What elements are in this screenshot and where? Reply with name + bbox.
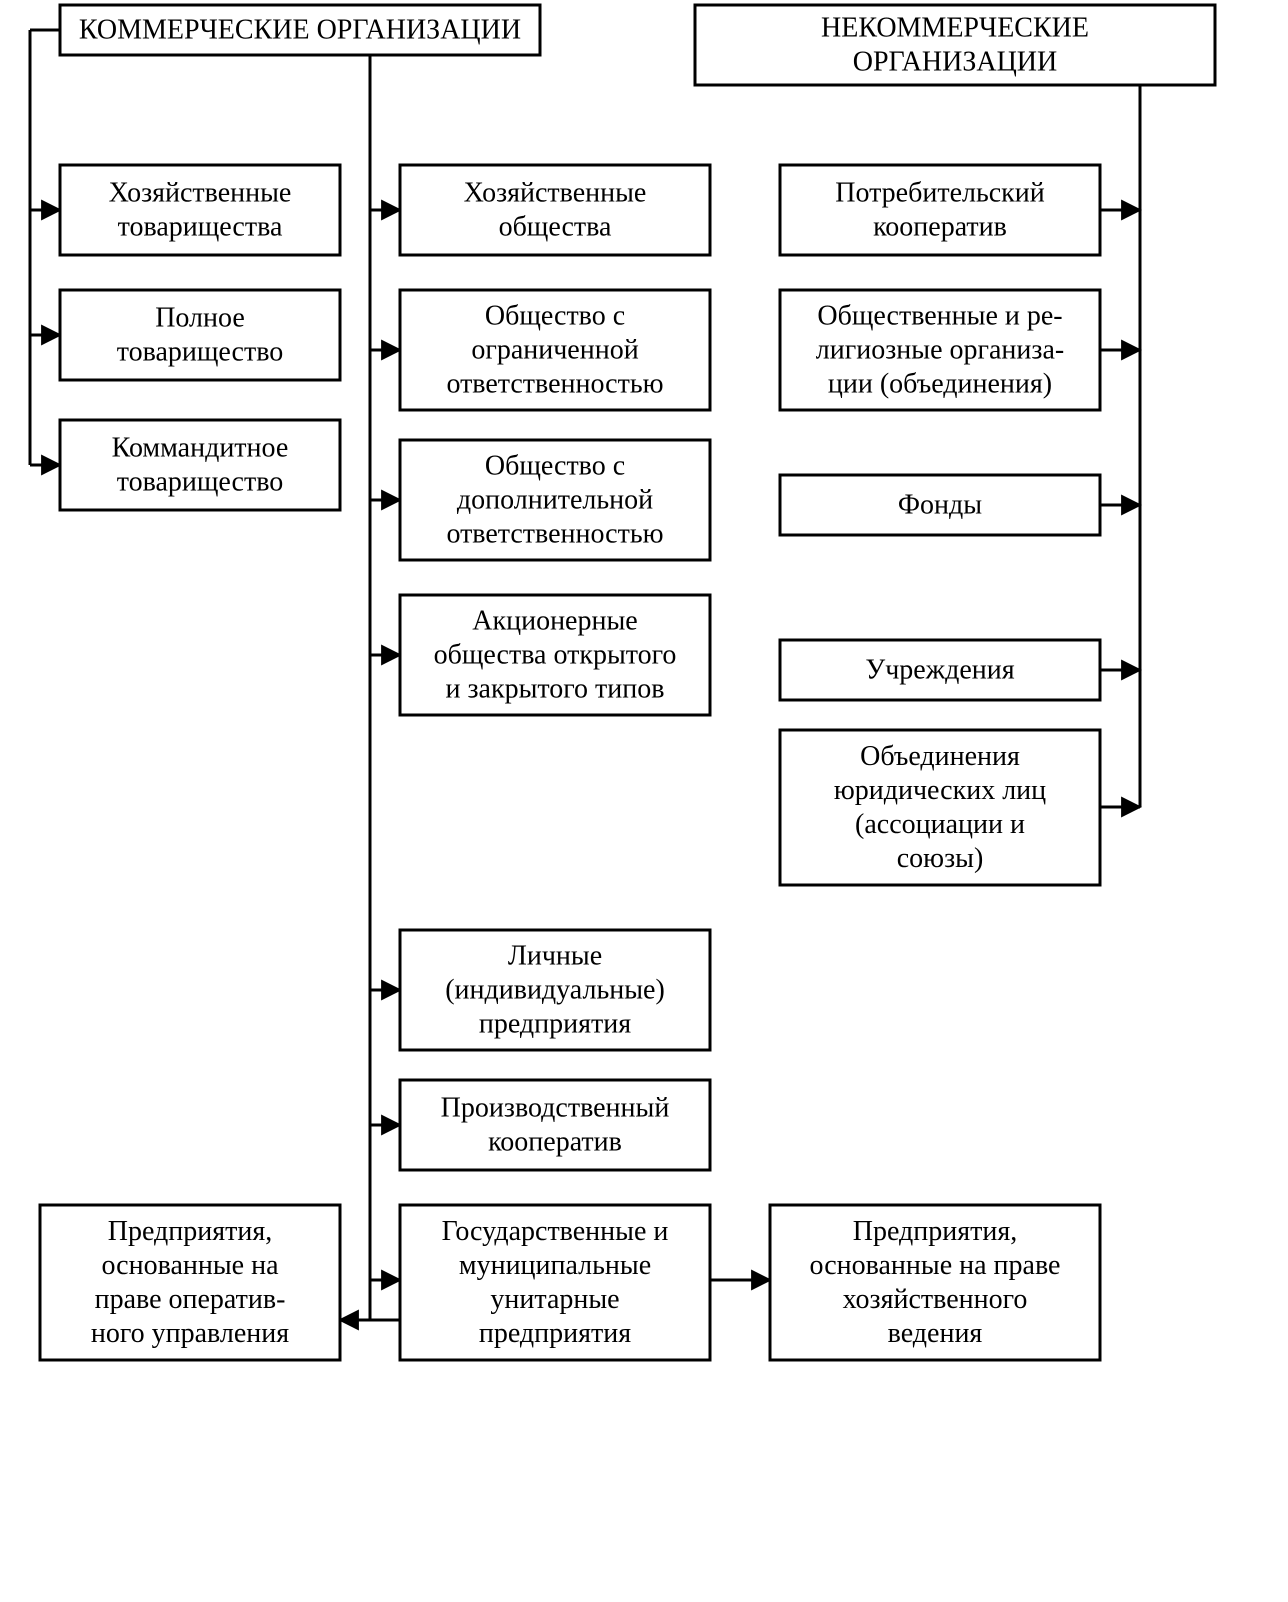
node-text: (индивидуальные) [445, 974, 665, 1005]
node-text: Коммандитное [112, 432, 289, 463]
node-text: основанные на [101, 1250, 279, 1281]
node-text: Фонды [898, 489, 982, 520]
node-text: общества открытого [434, 639, 677, 670]
node-text: Полное [155, 302, 245, 333]
node-text: кооператив [873, 211, 1007, 242]
node-c2-a: Хозяйственныеобщества [400, 165, 710, 255]
node-text: Государственные и [442, 1216, 669, 1247]
node-text: кооператив [488, 1126, 622, 1157]
node-text: муниципальные [459, 1250, 651, 1281]
node-text: Акционерные [472, 605, 637, 636]
node-text: дополнительной [457, 484, 653, 515]
node-text: ответственностью [446, 518, 663, 549]
node-text: предприятия [479, 1008, 631, 1039]
node-c1-a: Хозяйственныетоварищества [60, 165, 340, 255]
node-text: Личные [508, 940, 602, 971]
node-text: Общество с [485, 300, 625, 331]
node-text: Объединения [860, 741, 1020, 772]
node-c2-f: Производственныйкооператив [400, 1080, 710, 1170]
node-n-b: Общественные и ре-лигиозные организа-ции… [780, 290, 1100, 410]
node-text: Потребительский [835, 177, 1045, 208]
node-text: основанные на праве [810, 1250, 1061, 1281]
node-hdr-noncommercial: НЕКОММЕРЧЕСКИЕОРГАНИЗАЦИИ [695, 5, 1215, 85]
node-c2-b: Общество сограниченнойответственностью [400, 290, 710, 410]
node-text: хозяйственного [843, 1284, 1028, 1315]
node-text: унитарные [490, 1284, 619, 1315]
node-n-a: Потребительскийкооператив [780, 165, 1100, 255]
node-text: союзы) [897, 843, 984, 874]
node-text: НЕКОММЕРЧЕСКИЕ [821, 12, 1089, 43]
node-b-right: Предприятия,основанные на правехозяйстве… [770, 1205, 1100, 1360]
org-types-diagram: КОММЕРЧЕСКИЕ ОРГАНИЗАЦИИ НЕКОММЕРЧЕСКИЕОР… [0, 0, 1288, 1602]
node-text: ции (объединения) [828, 368, 1052, 399]
node-text: общества [499, 211, 612, 242]
node-c1-b: Полноетоварищество [60, 290, 340, 380]
node-text: ведения [888, 1318, 983, 1349]
node-text: Производственный [441, 1092, 670, 1123]
node-text: ОРГАНИЗАЦИИ [853, 46, 1058, 77]
node-b-left: Предприятия,основанные направе оператив-… [40, 1205, 340, 1360]
node-text: Предприятия, [853, 1216, 1017, 1247]
node-text: юридических лиц [834, 775, 1046, 806]
node-text: КОММЕРЧЕСКИЕ ОРГАНИЗАЦИИ [79, 14, 521, 45]
node-text: Общество с [485, 450, 625, 481]
node-hdr-commercial: КОММЕРЧЕСКИЕ ОРГАНИЗАЦИИ [60, 5, 540, 55]
node-text: товарищества [118, 211, 283, 242]
node-text: праве оператив- [95, 1284, 286, 1315]
node-c2-c: Общество сдополнительнойответственностью [400, 440, 710, 560]
node-n-d: Учреждения [780, 640, 1100, 700]
node-c1-c: Коммандитноетоварищество [60, 420, 340, 510]
node-c2-d: Акционерныеобщества открытогои закрытого… [400, 595, 710, 715]
node-c2-e: Личные(индивидуальные)предприятия [400, 930, 710, 1050]
node-text: Предприятия, [108, 1216, 272, 1247]
node-c2-g: Государственные имуниципальныеунитарныеп… [400, 1205, 710, 1360]
node-text: товарищество [117, 466, 284, 497]
node-n-c: Фонды [780, 475, 1100, 535]
node-text: Хозяйственные [109, 177, 292, 208]
node-text: Общественные и ре- [817, 300, 1062, 331]
node-text: (ассоциации и [855, 809, 1025, 840]
node-text: ответственностью [446, 368, 663, 399]
node-text: предприятия [479, 1318, 631, 1349]
node-text: и закрытого типов [446, 673, 665, 704]
node-text: товарищество [117, 336, 284, 367]
node-text: лигиозные организа- [816, 334, 1064, 365]
node-text: Хозяйственные [464, 177, 647, 208]
node-n-e: Объединенияюридических лиц(ассоциации ис… [780, 730, 1100, 885]
node-text: ограниченной [471, 334, 638, 365]
node-text: Учреждения [865, 654, 1014, 685]
node-text: ного управления [91, 1318, 289, 1349]
